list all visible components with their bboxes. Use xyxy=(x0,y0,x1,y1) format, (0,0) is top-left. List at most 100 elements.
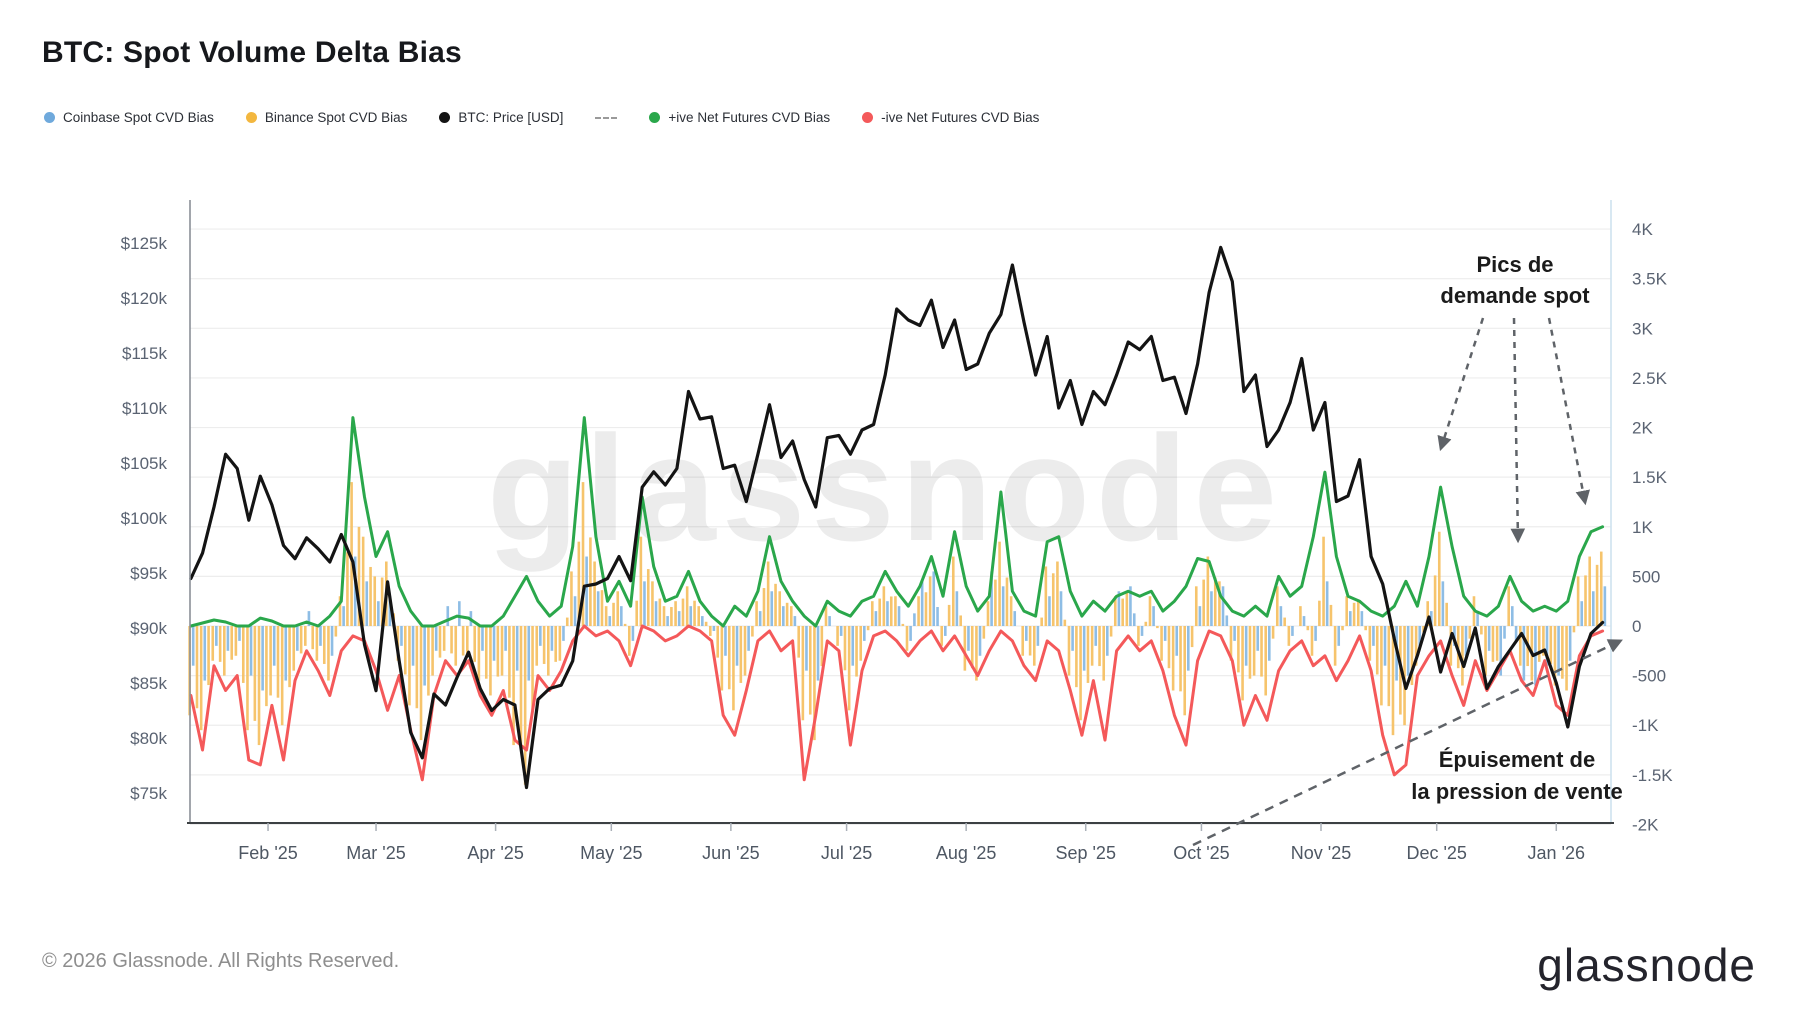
binance-bar xyxy=(1144,621,1148,626)
binance-bar xyxy=(982,626,986,639)
binance-bar xyxy=(1403,626,1406,726)
negative-futures-line xyxy=(189,624,1605,782)
binance-bar xyxy=(651,581,654,626)
left-axis-tick-label: $115k xyxy=(122,344,168,363)
binance-bar xyxy=(542,626,546,664)
binance-bar xyxy=(970,626,974,669)
binance-bar xyxy=(1194,586,1198,626)
coinbase-bar xyxy=(1580,601,1584,626)
page-title: BTC: Spot Volume Delta Bias xyxy=(42,36,462,69)
coinbase-bar xyxy=(319,626,322,646)
chart-canvas[interactable]: glassnode$125k$120k$115k$110k$105k$100k$… xyxy=(0,0,1800,900)
legend-item-annotation-style[interactable] xyxy=(595,116,618,119)
right-axis-tick-label: 500 xyxy=(1632,567,1660,586)
binance-bar xyxy=(732,626,735,711)
legend-item-coinbase[interactable]: Coinbase Spot CVD Bias xyxy=(44,110,214,125)
binance-bar xyxy=(1572,626,1576,633)
binance-bar xyxy=(616,591,620,626)
dashed-line-icon xyxy=(595,116,618,119)
left-axis-tick-label: $100k xyxy=(121,509,168,528)
legend-item-neg-futures[interactable]: -ive Net Futures CVD Bias xyxy=(862,110,1039,125)
right-axis-tick-label: 1.5K xyxy=(1632,468,1668,487)
binance-bar xyxy=(257,626,261,746)
coinbase-bar xyxy=(191,626,195,666)
coinbase-bar xyxy=(839,626,843,636)
binance-bar xyxy=(1098,626,1101,667)
binance-bar xyxy=(820,626,824,667)
binance-bar xyxy=(662,606,666,626)
copyright-text: © 2026 Glassnode. All Rights Reserved. xyxy=(42,950,400,972)
coinbase-bar xyxy=(1268,626,1271,661)
binance-bar xyxy=(1063,619,1067,626)
coinbase-bar xyxy=(434,626,438,651)
binance-bar xyxy=(1445,602,1448,626)
binance-bar xyxy=(195,626,199,709)
binance-bar xyxy=(1414,626,1418,666)
coinbase-bar xyxy=(1302,616,1306,626)
binance-bar xyxy=(789,606,793,626)
binance-bar xyxy=(450,626,453,654)
coinbase-bar xyxy=(724,626,727,656)
legend-item-btc-price[interactable]: BTC: Price [USD] xyxy=(439,110,563,125)
coinbase-bar xyxy=(573,596,577,626)
legend-item-label: Binance Spot CVD Bias xyxy=(264,110,408,125)
coinbase-bar xyxy=(689,606,693,626)
spot-cvd-bars xyxy=(188,482,1607,785)
coinbase-bar xyxy=(1291,626,1294,636)
binance-bar xyxy=(1241,626,1244,701)
binance-bar xyxy=(1075,626,1078,688)
binance-bar xyxy=(1345,596,1348,626)
binance-bar xyxy=(894,596,897,626)
binance-bar xyxy=(547,626,550,676)
legend-item-pos-futures[interactable]: +ive Net Futures CVD Bias xyxy=(649,110,830,125)
binance-bar xyxy=(901,623,905,626)
binance-bar xyxy=(230,626,234,660)
coinbase-bar xyxy=(1256,626,1260,651)
coinbase-bar xyxy=(1198,606,1202,626)
neg-futures-swatch-icon xyxy=(862,112,874,123)
binance-bar xyxy=(519,626,523,745)
coinbase-bar xyxy=(238,626,241,641)
binance-bar xyxy=(1275,586,1279,626)
coinbase-bar xyxy=(377,601,380,626)
binance-bar xyxy=(762,588,766,626)
coinbase-bar xyxy=(1132,613,1136,626)
binance-bar xyxy=(1067,626,1071,676)
left-axis-tick-label: $75k xyxy=(130,784,167,803)
coinbase-bar xyxy=(920,581,924,626)
binance-bar xyxy=(1102,626,1106,681)
binance-bar xyxy=(1248,626,1252,679)
coinbase-bar xyxy=(1210,591,1213,626)
binance-bar xyxy=(859,626,863,661)
binance-bar xyxy=(1021,626,1025,656)
btc-price-swatch-icon xyxy=(439,112,451,123)
binance-bar xyxy=(646,569,650,626)
coinbase-bar xyxy=(1106,626,1109,656)
binance-bar xyxy=(1561,626,1564,679)
coinbase-bar xyxy=(1487,626,1491,651)
legend-item-binance[interactable]: Binance Spot CVD Bias xyxy=(245,110,408,125)
coinbase-bar xyxy=(677,611,681,626)
coinbase-bar xyxy=(712,626,716,631)
coinbase-bar xyxy=(978,626,982,656)
x-axis-labels: Feb '25 Mar '25 Apr '25 May '25 Jun '25 Jul '… xyxy=(238,823,1585,863)
binance-bar xyxy=(1542,626,1545,656)
binance-bar xyxy=(1329,604,1333,626)
binance-bar xyxy=(959,615,962,626)
coinbase-bar xyxy=(1372,626,1375,646)
binance-bar xyxy=(708,626,712,636)
binance-bar xyxy=(350,482,353,626)
binance-bar xyxy=(1480,626,1483,635)
binance-bar xyxy=(1299,606,1302,626)
binance-bar xyxy=(508,626,511,698)
binance-bar xyxy=(1356,601,1360,626)
binance-bar xyxy=(1090,626,1094,666)
coinbase-bar xyxy=(886,601,889,626)
binance-bar xyxy=(1167,626,1171,669)
coinbase-bar xyxy=(1140,626,1144,636)
binance-bar xyxy=(565,617,569,626)
axes xyxy=(187,200,1614,824)
binance-bar xyxy=(477,626,481,681)
binance-bar xyxy=(1264,626,1268,696)
